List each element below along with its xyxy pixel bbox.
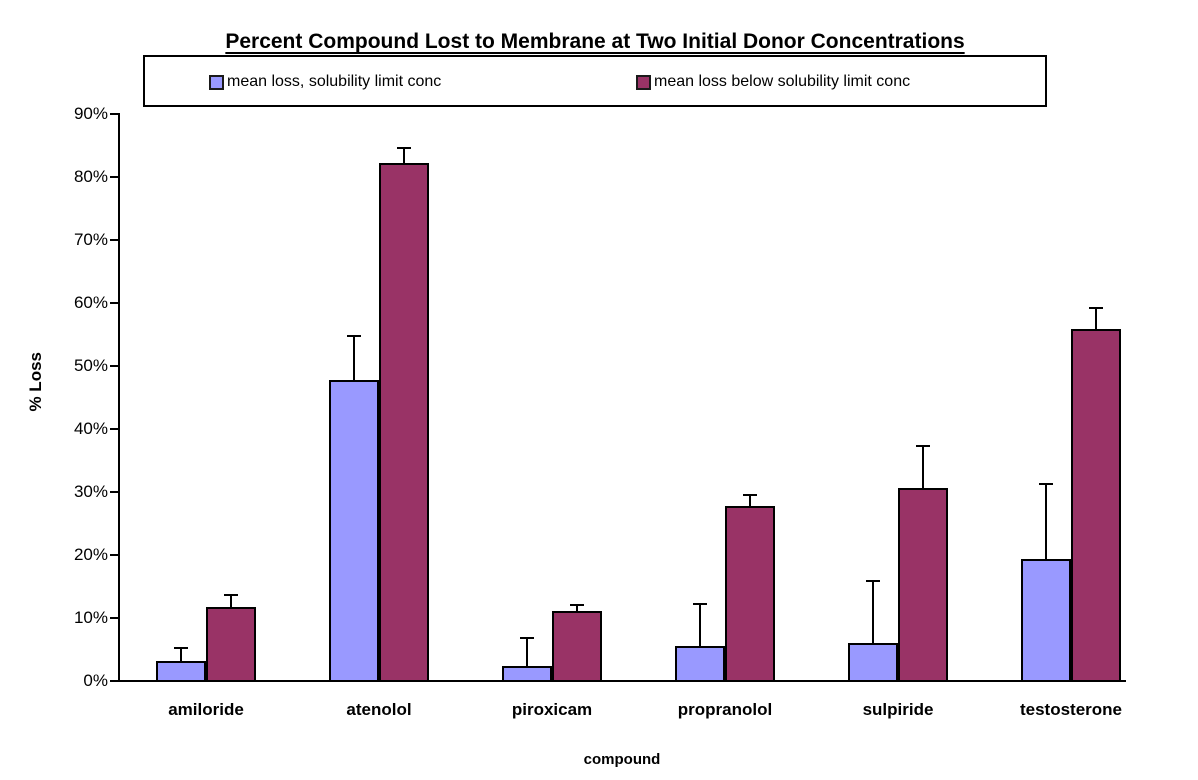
bar-solubility-limit	[502, 665, 552, 682]
bar-below-solubility-limit	[206, 606, 256, 682]
bar-solubility-limit	[1021, 558, 1071, 682]
y-tick-label: 20%	[73, 545, 108, 564]
bar-below-solubility-limit	[552, 611, 602, 682]
y-axis-title: % Loss	[26, 352, 45, 412]
y-tick-label: 50%	[73, 356, 108, 375]
y-tick-mark	[110, 491, 118, 493]
x-category-label: propranolol	[677, 700, 773, 719]
error-bar-line	[180, 648, 182, 661]
y-tick-label: 70%	[73, 230, 108, 249]
error-bar-line	[403, 148, 405, 164]
error-bar-cap	[1039, 483, 1053, 486]
y-tick-label: 10%	[73, 608, 108, 627]
y-tick-mark	[110, 428, 118, 430]
error-bar-cap	[743, 493, 757, 496]
y-tick-label: 40%	[73, 419, 108, 438]
x-category-label: atenolol	[346, 700, 412, 719]
bar-below-solubility-limit	[725, 505, 775, 682]
bar-solubility-limit	[675, 646, 725, 682]
error-bar-cap	[224, 593, 238, 596]
legend-entry-below-solubility-limit: mean loss below solubility limit conc	[636, 73, 910, 91]
y-tick-mark	[110, 554, 118, 556]
x-category-label: amiloride	[168, 700, 244, 719]
error-bar-line	[1045, 484, 1047, 559]
x-category-label: testosterone	[1019, 700, 1123, 719]
error-bar-cap	[520, 636, 534, 639]
error-bar-cap	[866, 579, 880, 582]
y-tick-mark	[110, 239, 118, 241]
y-tick-label: 60%	[73, 293, 108, 312]
error-bar-line	[353, 336, 355, 380]
bar-below-solubility-limit	[1071, 328, 1121, 682]
legend-swatch-blue	[209, 74, 224, 90]
y-tick-label: 80%	[73, 167, 108, 186]
bar-below-solubility-limit	[898, 488, 948, 682]
x-axis-title: compound	[583, 751, 661, 768]
error-bar-line	[230, 594, 232, 607]
chart-title: Percent Compound Lost to Membrane at Two…	[225, 30, 965, 53]
error-bar-line	[922, 446, 924, 489]
y-tick-mark	[110, 176, 118, 178]
y-tick-mark	[110, 680, 118, 682]
legend-label: mean loss, solubility limit conc	[227, 73, 442, 90]
bar-solubility-limit	[329, 379, 379, 682]
y-tick-label: 90%	[73, 104, 108, 123]
y-tick-label: 30%	[73, 482, 108, 501]
legend-swatch-maroon	[636, 74, 651, 90]
error-bar-line	[872, 580, 874, 644]
error-bar-line	[526, 637, 528, 666]
error-bar-cap	[916, 445, 930, 447]
error-bar-line	[1095, 308, 1097, 329]
error-bar-cap	[174, 647, 188, 650]
y-tick-label: 0%	[83, 671, 108, 690]
y-tick-mark	[110, 365, 118, 367]
y-tick-mark	[110, 302, 118, 304]
bar-solubility-limit	[156, 660, 206, 682]
x-category-label: sulpiride	[862, 700, 934, 719]
x-category-label: piroxicam	[511, 700, 593, 719]
error-bar-cap	[570, 604, 584, 607]
error-bar-cap	[1089, 307, 1103, 310]
error-bar-line	[749, 494, 751, 506]
error-bar-cap	[397, 147, 411, 150]
bar-below-solubility-limit	[379, 163, 429, 682]
y-axis-line	[118, 113, 120, 682]
legend-entry-solubility-limit: mean loss, solubility limit conc	[209, 73, 441, 91]
y-tick-mark	[110, 617, 118, 619]
y-tick-mark	[110, 113, 118, 115]
error-bar-line	[576, 605, 578, 612]
error-bar-cap	[347, 335, 361, 338]
error-bar-cap	[693, 603, 707, 606]
x-axis-line	[118, 680, 1126, 682]
legend: mean loss, solubility limit conc mean lo…	[143, 55, 1047, 107]
error-bar-line	[699, 604, 701, 647]
legend-label: mean loss below solubility limit conc	[654, 73, 911, 90]
bar-solubility-limit	[848, 643, 898, 682]
